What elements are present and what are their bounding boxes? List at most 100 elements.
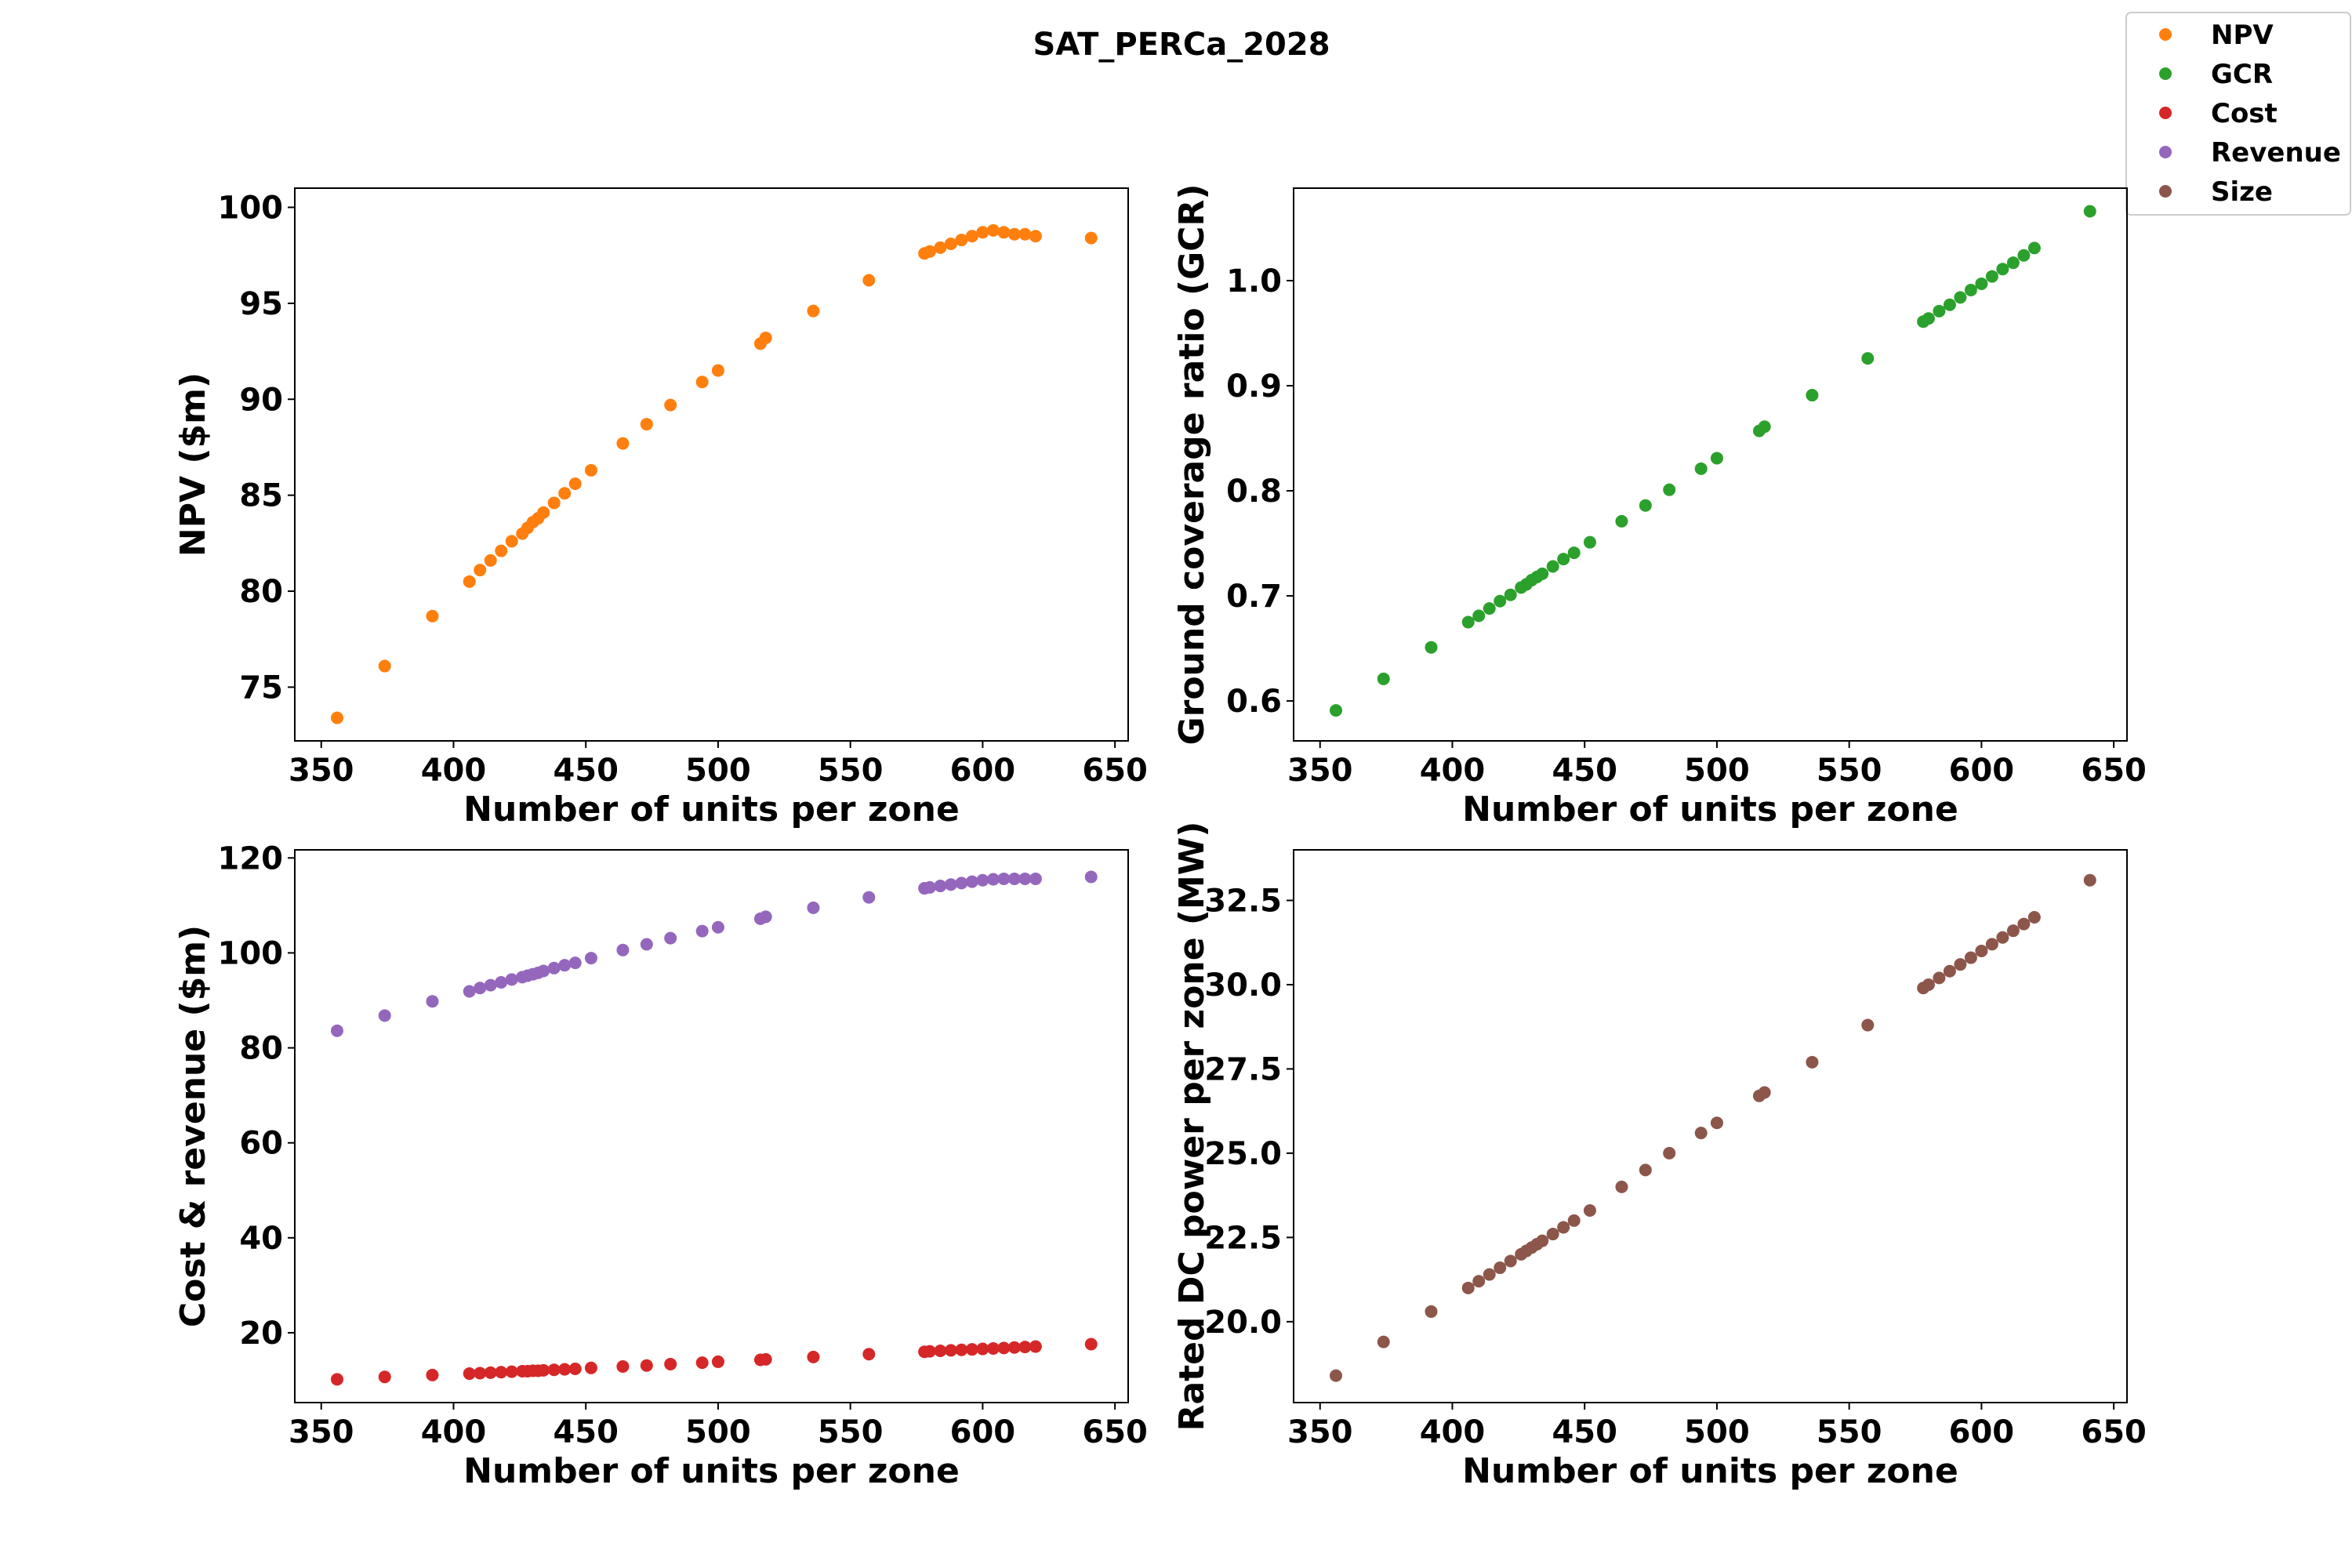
data-point-size <box>1964 951 1977 964</box>
series-gcr <box>1329 205 2096 717</box>
legend-marker-revenue <box>2159 146 2172 158</box>
data-point-npv <box>537 506 550 519</box>
x-tick-label: 550 <box>1817 753 1882 789</box>
data-point-cost <box>484 1366 497 1379</box>
data-point-gcr <box>1615 514 1628 528</box>
y-tick-label: 27.5 <box>1204 1051 1282 1087</box>
data-point-revenue <box>965 875 978 888</box>
y-tick-label: 60 <box>239 1126 283 1162</box>
data-point-npv <box>1018 227 1032 241</box>
x-tick-label: 500 <box>685 1414 751 1450</box>
data-point-npv <box>558 487 572 500</box>
data-point-size <box>2006 924 2020 938</box>
data-point-cost <box>1018 1341 1032 1354</box>
y-tick-label: 1.0 <box>1226 263 1282 299</box>
data-point-revenue <box>997 872 1011 885</box>
data-point-npv <box>1029 230 1042 243</box>
x-tick-label: 600 <box>1949 1414 2015 1450</box>
data-point-gcr <box>1954 291 1967 304</box>
data-point-size <box>1329 1369 1342 1382</box>
x-tick-label: 550 <box>1817 1414 1882 1450</box>
data-point-npv <box>965 230 978 243</box>
data-point-cost <box>976 1342 989 1356</box>
data-point-revenue <box>934 880 947 893</box>
data-point-gcr <box>1996 263 2009 276</box>
y-tick-label: 22.5 <box>1204 1220 1282 1256</box>
data-point-cost <box>640 1359 653 1372</box>
data-point-size <box>1663 1146 1676 1160</box>
x-tick-label: 600 <box>1949 753 2015 789</box>
data-point-npv <box>759 331 772 344</box>
data-point-cost <box>426 1368 439 1381</box>
data-point-cost <box>474 1367 487 1380</box>
data-point-npv <box>640 418 653 431</box>
data-point-npv <box>862 274 876 287</box>
data-point-cost <box>378 1370 391 1384</box>
data-point-size <box>1472 1275 1486 1288</box>
data-point-revenue <box>955 877 968 890</box>
data-point-npv <box>474 564 487 577</box>
data-point-cost <box>1007 1341 1021 1354</box>
data-point-revenue <box>944 878 957 891</box>
data-point-cost <box>568 1362 582 1375</box>
data-point-npv <box>616 437 630 450</box>
legend-marker-cost <box>2159 107 2172 119</box>
data-point-gcr <box>1377 672 1390 685</box>
data-point-revenue <box>378 1009 391 1022</box>
data-point-npv <box>934 241 947 254</box>
data-point-npv <box>807 304 820 318</box>
figure-title: SAT_PERCa_2028 <box>1033 27 1330 63</box>
legend-label-gcr: GCR <box>2211 59 2273 90</box>
data-point-gcr <box>1943 298 1956 311</box>
data-point-revenue <box>537 964 550 978</box>
y-tick-label: 100 <box>218 190 284 226</box>
data-point-gcr <box>1639 499 1652 512</box>
data-point-size <box>1483 1268 1496 1281</box>
data-point-size <box>1461 1281 1475 1294</box>
data-point-size <box>1694 1127 1708 1140</box>
data-point-cost <box>330 1373 343 1386</box>
y-tick-label: 85 <box>239 478 283 514</box>
data-point-gcr <box>1583 535 1596 549</box>
x-tick-label: 400 <box>1420 1414 1486 1450</box>
data-point-revenue <box>505 973 518 986</box>
data-point-revenue <box>807 901 820 914</box>
data-point-revenue <box>463 985 476 998</box>
data-point-gcr <box>1985 270 1998 283</box>
data-point-npv <box>944 237 957 250</box>
data-point-cost <box>695 1356 709 1370</box>
data-point-cost <box>965 1343 978 1356</box>
y-tick-label: 120 <box>218 840 284 877</box>
data-point-cost <box>923 1345 936 1358</box>
data-point-revenue <box>976 873 989 887</box>
x-tick-label: 550 <box>818 1414 884 1450</box>
data-point-npv <box>568 477 582 490</box>
data-point-npv <box>547 496 561 510</box>
y-tick-label: 20 <box>239 1316 283 1352</box>
data-point-gcr <box>2017 249 2031 262</box>
data-point-size <box>1639 1163 1652 1177</box>
data-point-size <box>1710 1116 1723 1130</box>
data-point-gcr <box>1567 546 1581 560</box>
plot-frame <box>1293 187 2128 742</box>
x-tick-label: 500 <box>685 753 751 789</box>
y-axis-label: Cost & revenue ($m) <box>173 925 213 1327</box>
data-point-gcr <box>1758 420 1771 434</box>
data-point-cost <box>944 1344 957 1357</box>
y-tick-label: 32.5 <box>1204 883 1282 919</box>
data-point-revenue <box>1084 870 1098 884</box>
data-point-size <box>1975 944 1988 957</box>
data-point-gcr <box>1964 284 1977 297</box>
series-revenue <box>330 870 1098 1037</box>
data-point-cost <box>584 1361 597 1374</box>
data-point-npv <box>664 398 677 412</box>
data-point-npv <box>1084 231 1098 245</box>
data-point-npv <box>378 659 391 673</box>
data-point-npv <box>955 234 968 247</box>
data-point-cost <box>986 1341 1000 1355</box>
x-axis-label: Number of units per zone <box>1462 789 1958 829</box>
data-point-size <box>1996 931 2009 944</box>
data-point-revenue <box>426 995 439 1008</box>
data-point-revenue <box>1029 872 1042 885</box>
